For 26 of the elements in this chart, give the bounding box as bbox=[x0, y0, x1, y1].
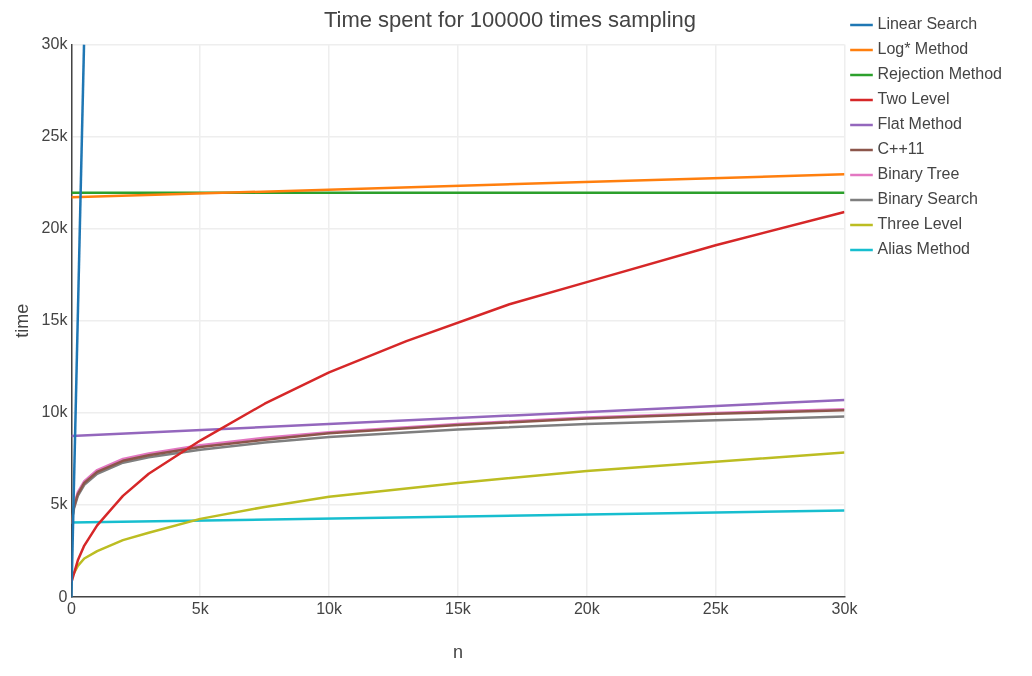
x-tick-label: 25k bbox=[702, 600, 730, 618]
legend-label: Log* Method bbox=[877, 40, 969, 58]
x-tick-label: 5k bbox=[191, 600, 210, 618]
legend-label: Binary Search bbox=[877, 190, 978, 208]
x-tick-label: 20k bbox=[573, 600, 601, 618]
y-tick-label: 20k bbox=[41, 219, 69, 237]
x-tick-label: 10k bbox=[316, 600, 343, 618]
chart-title: Time spent for 100000 times sampling bbox=[323, 7, 697, 33]
legend-label: Alias Method bbox=[877, 240, 970, 258]
legend-label: Three Level bbox=[877, 215, 962, 233]
x-tick-label: 30k bbox=[831, 600, 859, 618]
y-tick-label: 25k bbox=[41, 126, 69, 144]
legend-label: C++11 bbox=[877, 140, 925, 158]
y-tick-label: 5k bbox=[50, 495, 69, 513]
y-tick-label: 0 bbox=[58, 587, 68, 605]
legend-label: Linear Search bbox=[877, 15, 978, 33]
y-tick-label: 15k bbox=[41, 311, 69, 329]
y-tick-label: 10k bbox=[41, 403, 69, 421]
legend-label: Rejection Method bbox=[877, 65, 1002, 83]
y-tick-label: 30k bbox=[41, 34, 69, 52]
x-axis-title: n bbox=[452, 642, 463, 663]
legend-label: Two Level bbox=[877, 90, 950, 108]
legend-label: Binary Tree bbox=[877, 165, 960, 183]
y-axis-title: time bbox=[11, 303, 32, 338]
x-tick-label: 15k bbox=[445, 600, 472, 618]
legend-label: Flat Method bbox=[877, 115, 962, 133]
